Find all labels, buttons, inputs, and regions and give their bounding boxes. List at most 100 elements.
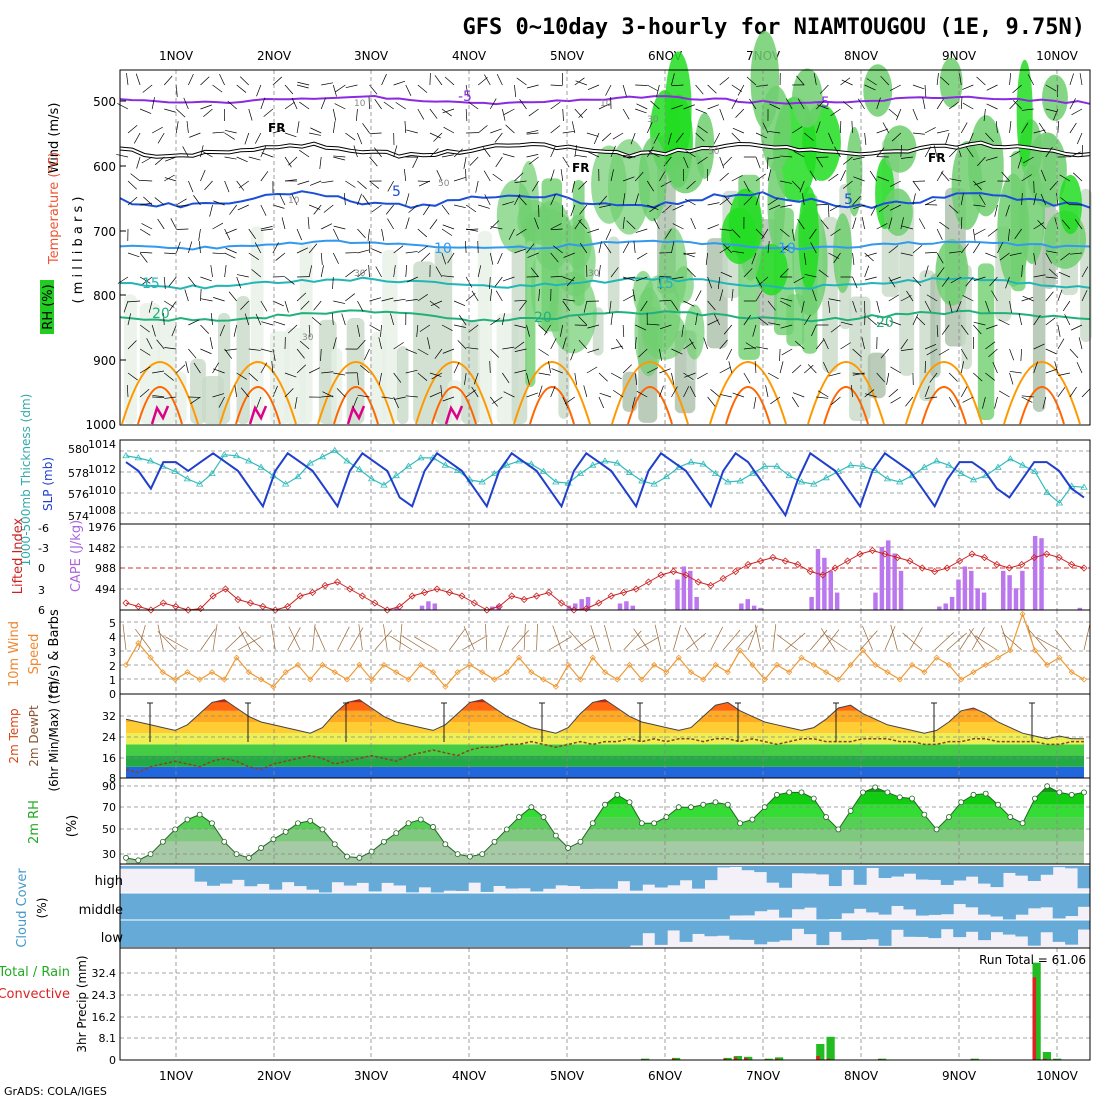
wind-barb — [453, 300, 466, 307]
wind-barb — [332, 228, 339, 240]
cloud-cell — [965, 893, 979, 908]
wind-barb — [671, 241, 675, 254]
rh-blob — [382, 249, 398, 424]
wind-speed-point — [847, 661, 854, 668]
wind-barb — [834, 146, 841, 158]
wind-barb — [671, 300, 679, 312]
isotherm-30 — [823, 386, 869, 425]
wind-barb-10m — [212, 624, 218, 651]
wind-barb — [357, 324, 361, 337]
wind-speed-point — [651, 661, 658, 668]
wind-barb — [973, 324, 982, 335]
wind-barb — [236, 372, 247, 380]
wind-barb — [171, 324, 177, 337]
wind-barb — [781, 348, 793, 356]
wind-barb-10m — [548, 636, 572, 651]
wind-barb — [1045, 146, 1053, 158]
wind-barb — [457, 340, 467, 350]
wind-barb — [992, 361, 998, 374]
wind-speed-point — [331, 669, 338, 676]
wind-barb — [417, 108, 425, 120]
wind-barb — [127, 340, 137, 350]
cloud-cell — [144, 893, 158, 920]
wind-barb — [188, 276, 197, 287]
cloud-cell — [766, 920, 780, 942]
cloud-cell — [1015, 893, 1029, 915]
wind-barb — [888, 108, 899, 118]
wind-speed-point — [773, 661, 781, 668]
lifted-index-point — [993, 560, 1001, 569]
wind-barb — [494, 276, 503, 287]
wind-barb-10m — [312, 624, 316, 651]
wind-barb — [395, 102, 406, 110]
wind-barb — [743, 196, 753, 206]
lifted-index-point — [657, 571, 665, 579]
wind-barb — [768, 322, 781, 326]
wind-barb — [876, 97, 881, 110]
cloud-cell — [356, 893, 370, 920]
wind-barb — [865, 276, 877, 281]
wind-barb — [1009, 150, 1021, 158]
rh-point — [860, 789, 866, 796]
wind-barb — [175, 121, 179, 134]
wind-barb — [936, 324, 939, 337]
cloud-cell — [368, 866, 382, 892]
wind-barb — [684, 372, 696, 378]
temperature-contours — [119, 94, 1091, 425]
wind-barb — [695, 290, 702, 302]
wind-barb — [299, 149, 310, 158]
lifted-index-point — [458, 592, 466, 600]
cloud-cell — [505, 893, 519, 920]
wind-barb — [176, 364, 186, 374]
cape-bar — [1032, 536, 1038, 610]
cloud-cell — [343, 893, 357, 920]
wind-barb — [797, 218, 805, 230]
wind-barb — [332, 276, 334, 289]
cloud-cell — [692, 866, 705, 889]
cloud-cell — [978, 866, 992, 884]
wind-barb — [780, 324, 793, 329]
rh-moist-blob — [935, 238, 969, 306]
wind-barb — [200, 145, 204, 158]
wind-barb — [381, 228, 385, 241]
wind-barb — [378, 337, 382, 350]
wind-barb — [1021, 396, 1033, 403]
wind-barb — [779, 348, 781, 362]
rh-point — [970, 791, 977, 798]
cloud-cell — [667, 866, 681, 886]
top-day-label: 8NOV — [844, 49, 879, 63]
wind-barb — [816, 396, 829, 399]
wind-barb — [791, 228, 795, 241]
wind-barb — [296, 364, 307, 374]
cloud-cell — [294, 866, 308, 887]
wind-barb — [548, 361, 552, 374]
wind-speed-point — [270, 683, 277, 690]
wind-barb — [960, 324, 969, 335]
wind-barb — [562, 156, 570, 168]
wind-barb — [601, 132, 612, 142]
wind-barb — [526, 154, 539, 158]
wind-barb — [737, 84, 745, 96]
rh-point — [147, 851, 154, 858]
wind-barb — [256, 84, 262, 97]
wind-barb — [598, 195, 608, 206]
wind-barb — [974, 180, 986, 186]
wind-barb — [434, 348, 443, 359]
wind-barb — [796, 75, 805, 86]
cloud-cell — [729, 920, 743, 940]
wind-barb — [157, 218, 165, 230]
lifted-index-point — [844, 557, 852, 565]
rh-blob — [269, 331, 290, 424]
wind-barb — [876, 372, 885, 383]
wind-barbs-10m — [122, 624, 1091, 651]
wind-speed-point — [565, 661, 572, 668]
wind-barb — [1027, 74, 1035, 86]
wind-barb — [755, 228, 765, 238]
wind-barb — [176, 198, 187, 206]
wind-barb — [707, 224, 719, 230]
wind-barb — [1033, 193, 1037, 206]
cloud-cell — [965, 866, 979, 877]
wind-speed-point — [135, 640, 142, 647]
wind-barb — [1045, 368, 1058, 374]
rh-blob — [139, 302, 161, 424]
